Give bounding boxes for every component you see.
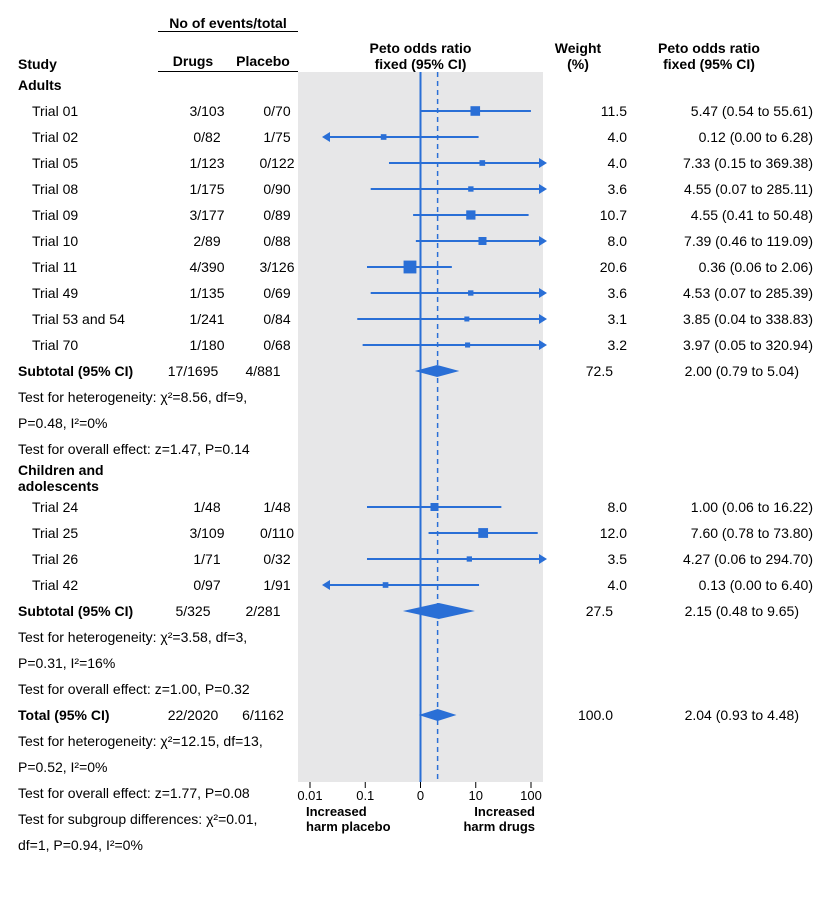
header-placebo: Placebo bbox=[228, 53, 298, 72]
forest-plot-figure: No of events/totalStudyDrugsPlaceboPeto … bbox=[18, 10, 813, 906]
header-or: Peto odds ratiofixed (95% CI) bbox=[619, 40, 799, 72]
plot-cell bbox=[312, 98, 557, 124]
study-row: Trial 114/3903/12620.60.36 (0.06 to 2.06… bbox=[18, 254, 813, 280]
study-label: Subtotal (95% CI) bbox=[18, 363, 158, 379]
study-row: Trial 013/1030/7011.55.47 (0.54 to 55.61… bbox=[18, 98, 813, 124]
header-events-group: No of events/total bbox=[158, 15, 298, 32]
header-study: Study bbox=[18, 56, 158, 72]
study-row: Trial 081/1750/903.64.55 (0.07 to 285.11… bbox=[18, 176, 813, 202]
study-label: Trial 02 bbox=[18, 129, 172, 145]
header-drugs: Drugs bbox=[158, 53, 228, 72]
study-row: Trial 491/1350/693.64.53 (0.07 to 285.39… bbox=[18, 280, 813, 306]
forest-diamond-svg bbox=[298, 358, 598, 508]
plot-cell bbox=[312, 520, 557, 546]
plot-cell bbox=[312, 228, 557, 254]
plot-cell bbox=[312, 332, 557, 358]
forest-diamond-svg bbox=[298, 702, 598, 852]
plot-cell bbox=[298, 702, 543, 728]
study-label: Trial 70 bbox=[18, 337, 172, 353]
study-row: Trial 020/821/754.00.12 (0.00 to 6.28) bbox=[18, 124, 813, 150]
study-label: Trial 11 bbox=[18, 259, 172, 275]
plot-cell bbox=[312, 572, 557, 598]
plot-cell bbox=[312, 254, 557, 280]
plot-cell bbox=[312, 306, 557, 332]
header-weight: Weight(%) bbox=[543, 40, 619, 72]
study-label: Trial 09 bbox=[18, 207, 172, 223]
plot-cell bbox=[312, 124, 557, 150]
study-label: Trial 42 bbox=[18, 577, 172, 593]
plot-cell bbox=[312, 546, 557, 572]
study-label: Total (95% CI) bbox=[18, 707, 158, 723]
plot-cell bbox=[312, 150, 557, 176]
study-row: Trial 093/1770/8910.74.55 (0.41 to 50.48… bbox=[18, 202, 813, 228]
header-plot-title: Peto odds ratiofixed (95% CI) bbox=[298, 40, 543, 72]
study-row: Trial 102/890/888.07.39 (0.46 to 119.09) bbox=[18, 228, 813, 254]
study-row: Trial 53 and 541/2410/843.13.85 (0.04 to… bbox=[18, 306, 813, 332]
study-label: Trial 01 bbox=[18, 103, 172, 119]
study-label: Trial 53 and 54 bbox=[18, 311, 172, 327]
total-row: Total (95% CI)22/20206/1162100.02.04 (0.… bbox=[18, 702, 813, 728]
study-row: Trial 261/710/323.54.27 (0.06 to 294.70) bbox=[18, 546, 813, 572]
plot-cell bbox=[312, 202, 557, 228]
study-row: Trial 253/1090/11012.07.60 (0.78 to 73.8… bbox=[18, 520, 813, 546]
subtotal-row: Subtotal (95% CI)17/16954/88172.52.00 (0… bbox=[18, 358, 813, 384]
plot-axis-area bbox=[18, 858, 813, 906]
study-label: Trial 49 bbox=[18, 285, 172, 301]
plot-cell bbox=[312, 494, 557, 520]
study-row: Trial 051/1230/1224.07.33 (0.15 to 369.3… bbox=[18, 150, 813, 176]
study-row: Trial 241/481/488.01.00 (0.06 to 16.22) bbox=[18, 494, 813, 520]
forest-plot-rows: No of events/totalStudyDrugsPlaceboPeto … bbox=[18, 10, 813, 858]
plot-cell bbox=[312, 280, 557, 306]
study-label: Subtotal (95% CI) bbox=[18, 603, 158, 619]
subtotal-row: Subtotal (95% CI)5/3252/28127.52.15 (0.4… bbox=[18, 598, 813, 624]
study-label: Trial 25 bbox=[18, 525, 172, 541]
study-label: Trial 05 bbox=[18, 155, 172, 171]
study-label: Trial 08 bbox=[18, 181, 172, 197]
study-row: Trial 420/971/914.00.13 (0.00 to 6.40) bbox=[18, 572, 813, 598]
study-label: Trial 10 bbox=[18, 233, 172, 249]
study-row: Trial 701/1800/683.23.97 (0.05 to 320.94… bbox=[18, 332, 813, 358]
plot-cell bbox=[298, 598, 543, 624]
plot-cell bbox=[298, 358, 543, 384]
study-label: Trial 24 bbox=[18, 499, 172, 515]
study-label: Trial 26 bbox=[18, 551, 172, 567]
plot-cell bbox=[312, 176, 557, 202]
